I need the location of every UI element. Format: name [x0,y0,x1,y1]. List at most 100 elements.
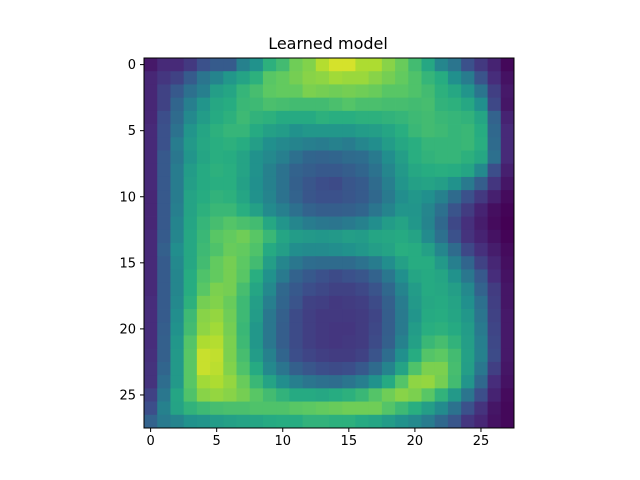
heatmap-cell [183,414,198,429]
heatmap-cell [289,203,303,217]
heatmap-cell [157,203,171,217]
heatmap-cell [289,375,303,389]
heatmap-cell [395,84,409,99]
heatmap-cell [487,348,502,363]
heatmap-cell [447,295,462,310]
heatmap-cell [302,322,317,336]
heatmap-cell [500,361,515,376]
heatmap-cell [447,348,462,363]
heatmap-cell [276,137,290,151]
heatmap-cell [368,361,383,376]
heatmap-cell [196,269,211,284]
heatmap-cell [289,229,303,244]
heatmap-cell [500,348,515,363]
heatmap-cell [408,282,422,297]
heatmap-cell [223,401,237,416]
heatmap-cell [236,269,251,284]
heatmap-cell [183,97,198,112]
heatmap-cell [183,216,198,231]
heatmap-cell [210,203,224,217]
heatmap-cell [315,375,330,389]
heatmap-cell [249,110,264,125]
heatmap-cell [196,216,211,231]
heatmap-cell [289,361,303,376]
heatmap-cell [329,322,343,336]
heatmap-cell [447,414,462,429]
heatmap-cell [236,414,251,429]
heatmap-cell [329,110,343,125]
heatmap-cell [302,414,317,429]
heatmap-cell [223,110,237,125]
heatmap-cell [262,243,277,257]
heatmap-cell [210,216,224,231]
heatmap-cell [395,229,409,244]
heatmap-cell [461,309,475,323]
heatmap-cell [157,124,171,138]
heatmap-cell [276,375,290,389]
heatmap-cell [368,414,383,429]
heatmap-cell [355,322,370,336]
heatmap-cell [262,309,277,323]
heatmap-cell [223,137,237,151]
heatmap-cell [434,124,449,138]
heatmap-cell [315,229,330,244]
heatmap-cell [289,124,303,138]
heatmap-cell [381,295,396,310]
heatmap-cell [249,401,264,416]
heatmap-cell [302,58,317,72]
heatmap-cell [302,203,317,217]
heatmap-cell [196,295,211,310]
heatmap-cell [355,375,370,389]
heatmap-cell [157,388,171,402]
heatmap-cell [302,190,317,204]
heatmap-cell [434,71,449,85]
heatmap-cell [315,97,330,112]
heatmap-cell [381,269,396,284]
heatmap-cell [408,335,422,350]
heatmap-cell [183,229,198,244]
heatmap-cell [249,84,264,99]
heatmap-cell [157,243,171,257]
heatmap-cell [395,203,409,217]
heatmap-cell [368,375,383,389]
heatmap-cell [329,388,343,402]
heatmap-cell [487,375,502,389]
heatmap-cell [276,361,290,376]
heatmap-cell [249,203,264,217]
heatmap-cell [421,203,436,217]
heatmap-cell [355,256,370,270]
heatmap-cell [157,84,171,99]
heatmap-cell [395,124,409,138]
heatmap-cell [183,282,198,297]
heatmap-cell [210,243,224,257]
heatmap-cell [447,229,462,244]
heatmap-cell [249,256,264,270]
heatmap-cell [315,388,330,402]
heatmap-cell [461,375,475,389]
heatmap-cell [262,203,277,217]
heatmap-cell [236,243,251,257]
heatmap-cell [500,190,515,204]
heatmap-cell [355,203,370,217]
heatmap-cell [302,375,317,389]
heatmap-cell [157,58,171,72]
heatmap-cell [223,348,237,363]
heatmap-cell [170,348,185,363]
heatmap-cell [289,84,303,99]
heatmap-cell [262,348,277,363]
heatmap-cell [223,203,237,217]
heatmap-cell [381,243,396,257]
heatmap-cell [315,414,330,429]
heatmap-cell [302,229,317,244]
heatmap-cell [276,243,290,257]
heatmap-cell [183,335,198,350]
heatmap-cell [144,176,158,191]
heatmap-cell [487,216,502,231]
heatmap-cell [434,216,449,231]
heatmap-cell [395,243,409,257]
heatmap-cell [434,295,449,310]
heatmap-cell [487,401,502,416]
heatmap-cell [144,361,158,376]
heatmap-cell [223,388,237,402]
heatmap-cell [368,282,383,297]
